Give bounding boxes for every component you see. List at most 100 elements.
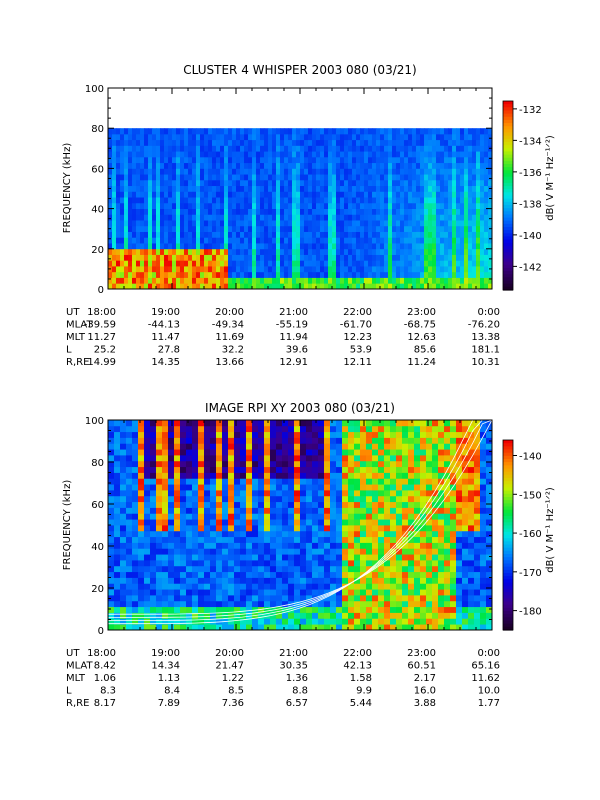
spectrogram-cell: [288, 162, 293, 169]
spectrogram-cell: [348, 554, 355, 561]
spectrogram-cell: [436, 133, 441, 141]
spectrogram-cell: [138, 583, 145, 590]
colorbar-swatch: [503, 233, 513, 238]
spectrogram-cell: [216, 565, 223, 573]
spectrogram-cell: [384, 208, 389, 215]
spectrogram-cell: [198, 431, 205, 438]
spectrogram-cell: [404, 162, 409, 169]
spectrogram-cell: [132, 254, 137, 261]
spectrogram-cell: [360, 577, 367, 584]
spectrogram-cell: [342, 484, 349, 491]
spectrogram-cell: [240, 507, 247, 514]
spectrogram-cell: [432, 128, 437, 135]
spectrogram-cell: [224, 220, 229, 227]
spectrogram-cell: [120, 162, 125, 169]
spectrogram-cell: [356, 208, 361, 215]
spectrogram-cell: [168, 162, 173, 169]
spectrogram-cell: [156, 277, 161, 284]
spectrogram-cell: [436, 214, 441, 221]
spectrogram-cell: [204, 283, 209, 290]
spectrogram-cell: [432, 624, 439, 631]
spectrogram-cell: [112, 231, 117, 238]
spectrogram-cell: [360, 624, 367, 631]
spectrogram-cell: [204, 554, 211, 561]
spectrogram-cell: [120, 254, 125, 261]
spectrogram-cell: [364, 179, 369, 187]
spectrogram-cell: [476, 185, 481, 192]
spectrogram-cell: [414, 589, 421, 596]
spectrogram-cell: [132, 460, 139, 468]
spectrogram-cell: [248, 145, 253, 152]
spectrogram-cell: [144, 519, 151, 526]
spectrogram-cell: [144, 248, 149, 255]
spectrogram-cell: [300, 565, 307, 573]
spectrogram-cell: [212, 266, 217, 273]
spectrogram-cell: [376, 283, 381, 290]
spectrogram-cell: [252, 283, 257, 290]
spectrogram-cell: [150, 443, 157, 450]
spectrogram-cell: [306, 618, 313, 625]
spectrogram-cell: [174, 606, 181, 613]
spectrogram-cell: [324, 231, 329, 238]
spectrogram-cell: [384, 179, 389, 187]
spectrogram-cell: [222, 548, 229, 555]
spectrogram-cell: [348, 185, 353, 192]
spectrogram-cell: [468, 156, 473, 164]
spectrogram-cell: [192, 179, 197, 187]
spectrogram-cell: [264, 554, 271, 561]
spectrogram-cell: [360, 139, 365, 146]
spectrogram-cell: [456, 277, 461, 284]
spectrogram-cell: [240, 455, 247, 462]
spectrogram-cell: [372, 271, 377, 278]
spectrogram-cell: [348, 225, 353, 232]
spectrogram-cell: [468, 225, 473, 232]
spectrogram-cell: [280, 151, 285, 158]
spectrogram-cell: [348, 577, 355, 584]
spectrogram-cell: [390, 425, 397, 433]
spectrogram-cell: [204, 472, 211, 479]
spectrogram-cell: [308, 243, 313, 250]
spectrogram-cell: [312, 548, 319, 555]
spectrogram-cell: [270, 595, 277, 602]
spectrogram-cell: [480, 266, 485, 273]
spectrogram-cell: [216, 145, 221, 152]
spectrogram-cell: [128, 191, 133, 198]
spectrogram-cell: [188, 179, 193, 187]
spectrogram-cell: [400, 271, 405, 278]
spectrogram-cell: [160, 208, 165, 215]
spectrogram-cell: [150, 525, 157, 532]
spectrogram-cell: [332, 283, 337, 290]
spectrogram-cell: [420, 220, 425, 227]
spectrogram-cell: [164, 266, 169, 273]
spectrogram-cell: [452, 191, 457, 198]
spectrogram-cell: [264, 513, 271, 520]
spectrogram-cell: [234, 425, 241, 433]
spectrogram-cell: [234, 583, 241, 590]
spectrogram-cell: [200, 225, 205, 232]
spectrogram-cell: [288, 420, 295, 427]
spectrogram-cell: [318, 542, 325, 549]
spectrogram-cell: [280, 197, 285, 204]
spectrogram-cell: [276, 495, 283, 503]
spectrogram-cell: [208, 248, 213, 255]
spectrogram-cell: [140, 128, 145, 135]
spectrogram-cell: [360, 237, 365, 244]
spectrogram-cell: [484, 139, 489, 146]
spectrogram-cell: [384, 618, 391, 625]
spectrogram-cell: [272, 191, 277, 198]
spectrogram-cell: [368, 266, 373, 273]
spectrogram-cell: [426, 460, 433, 468]
spectrogram-cell: [468, 237, 473, 244]
spectrogram-cell: [402, 513, 409, 520]
spectrogram-cell: [260, 225, 265, 232]
spectrogram-cell: [348, 478, 355, 485]
spectrogram-cell: [144, 243, 149, 250]
spectrogram-cell: [212, 214, 217, 221]
spectrogram-cell: [292, 162, 297, 169]
spectrogram-cell: [312, 495, 319, 503]
spectrogram-cell: [136, 197, 141, 204]
spectrogram-cell: [308, 174, 313, 181]
spectrogram-cell: [132, 168, 137, 175]
spectrogram-cell: [388, 243, 393, 250]
spectrogram-cell: [186, 501, 193, 508]
